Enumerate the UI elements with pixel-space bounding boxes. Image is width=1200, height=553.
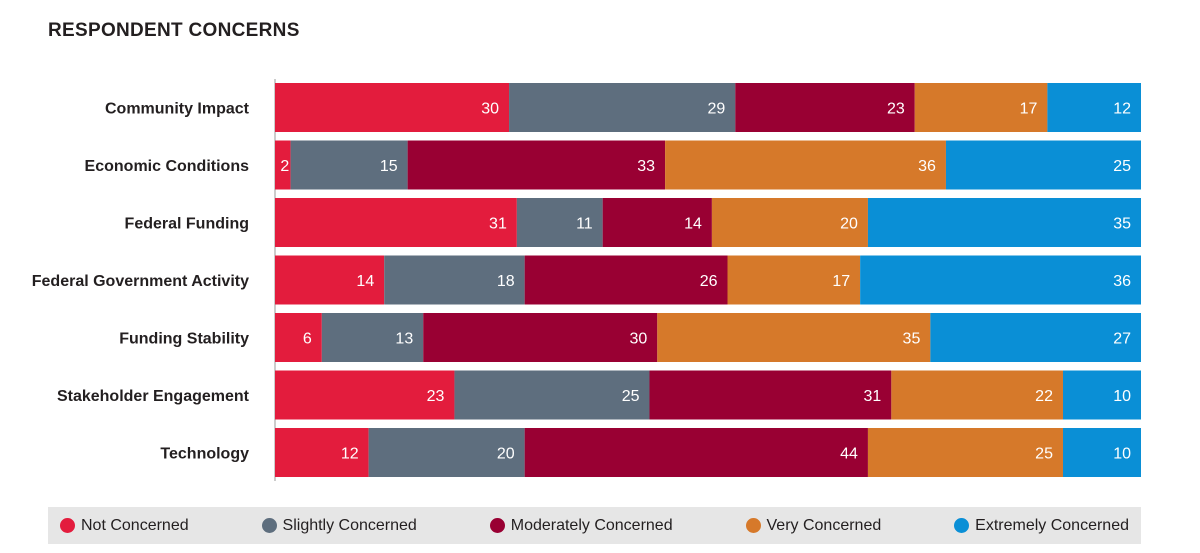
data-label: 23: [887, 101, 905, 118]
data-label: 20: [497, 446, 515, 463]
bar-segment: [665, 140, 946, 190]
bar-segment: [891, 370, 1063, 420]
bar-segment: [290, 140, 408, 190]
data-label: 44: [840, 446, 858, 463]
bar-segment: [1062, 370, 1141, 420]
bar-segment: [524, 255, 728, 305]
bar-segment: [930, 313, 1141, 362]
chart-title: RESPONDENT CONCERNS: [48, 20, 300, 41]
data-label: 2: [280, 158, 289, 175]
bar-segment: [867, 428, 1063, 477]
bar-segment: [509, 83, 736, 132]
bar-segment: [454, 370, 650, 420]
data-label: 13: [395, 331, 413, 348]
bar-segment: [649, 370, 892, 420]
category-label: Stakeholder Engagement: [57, 388, 250, 405]
legend-label: Extremely Concerned: [975, 516, 1129, 534]
data-label: 35: [1113, 216, 1131, 233]
stacked-bar-chart: Community Impact 30 29 23 17 12 Economic Condi…: [32, 79, 1141, 481]
bar-segment: [275, 370, 455, 420]
data-label: 10: [1113, 388, 1131, 405]
bar-segment: [368, 428, 525, 477]
bar-segment: [275, 313, 322, 362]
data-label: 26: [700, 273, 718, 290]
bar-segment: [727, 255, 861, 305]
data-label: 35: [903, 331, 921, 348]
bar-segment: [384, 255, 525, 305]
data-label: 17: [1020, 101, 1038, 118]
data-label: 15: [380, 158, 398, 175]
bar-segment: [711, 198, 868, 247]
data-label: 31: [864, 388, 882, 405]
data-label: 17: [832, 273, 850, 290]
category-label: Federal Funding: [125, 216, 249, 233]
data-label: 33: [637, 158, 655, 175]
bar-segment: [524, 428, 868, 477]
data-label: 20: [840, 216, 858, 233]
category-label: Community Impact: [105, 101, 250, 118]
data-label: 31: [489, 216, 507, 233]
data-label: 6: [303, 331, 312, 348]
data-label: 36: [918, 158, 936, 175]
legend-swatch-moderately-concerned: [489, 518, 505, 533]
category-label: Technology: [160, 446, 249, 463]
legend: Not Concerned Slightly Concerned Moderat…: [48, 507, 1141, 544]
category-label: Federal Government Activity: [32, 273, 249, 290]
legend-item-slightly-concerned: Slightly Concerned: [261, 516, 417, 535]
data-label: 23: [427, 388, 445, 405]
legend-item-not-concerned: Not Concerned: [60, 517, 189, 535]
bar-segment: [321, 313, 424, 362]
category-label: Economic Conditions: [85, 158, 250, 175]
bar-segment: [945, 140, 1141, 190]
legend-swatch-not-concerned: [60, 518, 75, 533]
bar-segment: [860, 255, 1141, 305]
legend-item-moderately-concerned: Moderately Concerned: [489, 516, 673, 535]
bar-segment: [914, 83, 1048, 132]
data-label: 18: [497, 273, 515, 290]
data-label: 29: [708, 101, 726, 118]
bar-segment: [275, 83, 510, 132]
legend-item-very-concerned: Very Concerned: [745, 516, 882, 535]
bar-segment: [657, 313, 931, 362]
bar-segment: [1062, 428, 1141, 477]
data-label: 27: [1113, 331, 1131, 348]
bar-segment: [516, 198, 603, 247]
bar-segment: [1047, 83, 1141, 132]
legend-label: Slightly Concerned: [282, 516, 417, 534]
bar-segment: [867, 198, 1141, 247]
data-label: 30: [481, 101, 499, 118]
bar-segment: [275, 140, 291, 190]
data-label: 25: [1035, 446, 1053, 463]
bar-segment: [407, 140, 666, 190]
bar-segment: [602, 198, 712, 247]
legend-swatch-very-concerned: [745, 518, 761, 533]
data-label: 25: [622, 388, 640, 405]
bar-segment: [275, 428, 369, 477]
legend-label: Very Concerned: [766, 516, 882, 534]
data-label: 25: [1113, 158, 1131, 175]
legend-label: Not Concerned: [81, 516, 189, 534]
data-label: 22: [1035, 388, 1053, 405]
legend-swatch-extremely-concerned: [954, 518, 970, 533]
data-label: 12: [341, 446, 359, 463]
data-label: 36: [1113, 273, 1131, 290]
bar-segment: [423, 313, 658, 362]
legend-label: Moderately Concerned: [510, 516, 673, 534]
bar-segment: [275, 198, 517, 247]
data-label: 30: [629, 331, 647, 348]
legend-item-extremely-concerned: Extremely Concerned: [954, 517, 1129, 535]
data-label: 14: [684, 216, 702, 233]
bar-segment: [735, 83, 915, 132]
category-label: Funding Stability: [119, 331, 249, 348]
data-label: 10: [1113, 446, 1131, 463]
data-label: 14: [356, 273, 374, 290]
bar-segment: [275, 255, 385, 305]
legend-swatch-slightly-concerned: [261, 518, 277, 533]
data-label: 11: [576, 216, 593, 233]
data-label: 12: [1113, 101, 1131, 118]
